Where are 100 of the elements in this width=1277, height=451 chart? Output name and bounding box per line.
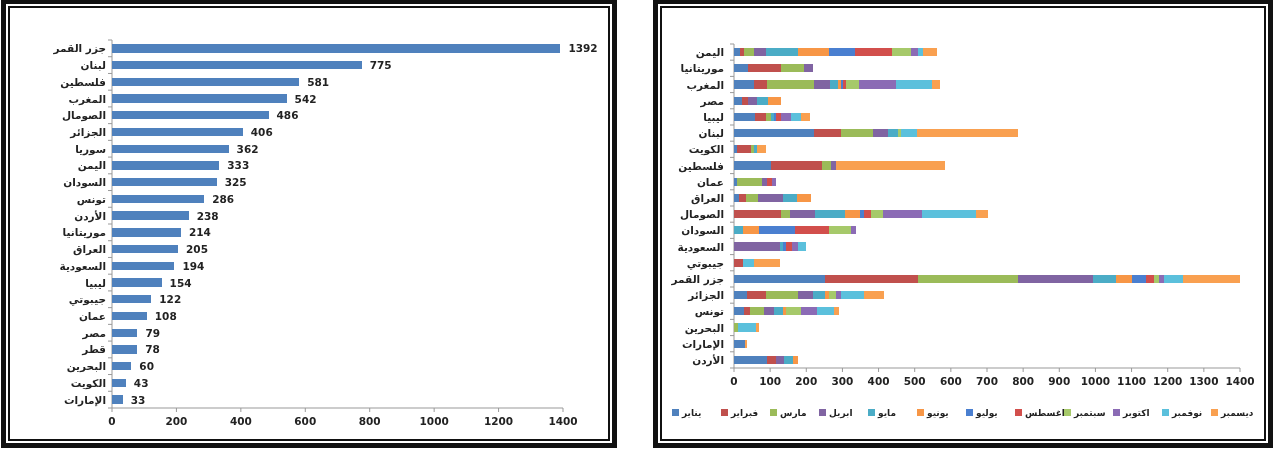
bar [737, 177, 763, 186]
bar [734, 291, 748, 300]
y-tick-label: السودان [681, 224, 724, 238]
bar [790, 112, 801, 121]
y-tick-label: تونس [694, 305, 725, 319]
bar [734, 258, 743, 267]
bar [922, 210, 977, 219]
y-tick-label: سوريا [75, 142, 106, 156]
bar [812, 291, 826, 300]
y-tick-label: مصر [699, 94, 724, 108]
bar [887, 129, 898, 138]
data-label: 60 [139, 360, 154, 373]
bar [836, 291, 841, 300]
x-tick-label: 600 [939, 375, 962, 387]
bar [112, 345, 138, 354]
bar [745, 193, 759, 202]
bar [922, 48, 938, 57]
legend-label: ابريل [829, 408, 853, 419]
y-tick-label: الأردن [74, 209, 106, 223]
bar [1164, 274, 1184, 283]
y-tick-label: المغرب [68, 92, 106, 106]
bar [112, 328, 138, 337]
y-tick-label: اليمن [77, 159, 106, 173]
bar [830, 80, 838, 89]
x-tick-label: 900 [1048, 375, 1071, 387]
bar [112, 94, 287, 103]
y-tick-label: لبنان [80, 59, 107, 72]
bar [1115, 274, 1132, 283]
bar [797, 242, 806, 251]
y-tick-label: العراق [691, 191, 724, 205]
bar [766, 355, 776, 364]
bar [845, 80, 859, 89]
bar [794, 226, 829, 235]
data-label: 205 [186, 243, 208, 256]
x-tick-label: 0 [730, 375, 738, 387]
y-tick-label: جيبوتي [68, 293, 106, 307]
y-tick-label: جيبوتي [686, 256, 724, 270]
bar [734, 96, 742, 105]
x-tick-label: 1300 [1189, 375, 1219, 387]
y-tick-label: الصومال [61, 109, 106, 123]
y-tick-label: جزر القمر [670, 272, 724, 286]
bar [112, 395, 123, 404]
bar [112, 127, 243, 137]
bar [792, 242, 798, 251]
legend-label: نوفمبر [1171, 408, 1203, 419]
bar [112, 111, 269, 120]
x-tick-label: 1200 [483, 415, 514, 427]
bar [858, 80, 896, 89]
bar [734, 80, 755, 89]
bar [779, 242, 784, 251]
bar [734, 145, 738, 154]
bar [737, 145, 752, 154]
bar [803, 64, 813, 73]
bar [917, 274, 1019, 283]
legend-label: اكتوبر [1122, 408, 1150, 419]
y-tick-label: الإمارات [63, 393, 106, 407]
bar [743, 48, 754, 57]
x-tick-label: 0 [108, 415, 116, 427]
bar [851, 226, 857, 235]
y-tick-label: الجزائر [69, 126, 106, 139]
bar [900, 129, 917, 138]
data-label: 154 [169, 276, 192, 289]
bar [817, 307, 835, 316]
bar [112, 362, 132, 371]
x-tick-label: 200 [165, 415, 188, 427]
y-tick-label: تونس [76, 192, 107, 206]
bar [753, 48, 767, 57]
y-tick-label: البحرين [66, 360, 106, 374]
y-tick-label: المغرب [686, 78, 724, 92]
bar [749, 307, 764, 316]
bar [829, 48, 856, 57]
bar [754, 258, 781, 267]
legend-label: فبراير [730, 408, 759, 419]
bar [895, 80, 933, 89]
bar [743, 307, 750, 316]
data-label: 108 [154, 310, 177, 322]
bar [789, 210, 815, 219]
bar [1131, 274, 1147, 283]
bar [112, 378, 126, 388]
bar [112, 278, 162, 287]
bar [742, 258, 755, 267]
bar [762, 177, 768, 186]
bar [112, 178, 217, 187]
bar [737, 323, 757, 332]
bar [821, 161, 832, 170]
data-label: 325 [224, 176, 247, 189]
y-tick-label: السعودية [677, 240, 724, 254]
bar [873, 129, 888, 138]
legend-label: سبتمبر [1073, 408, 1106, 419]
legend-label: ديسمبر [1220, 408, 1254, 419]
y-tick-label: عمان [78, 310, 106, 322]
bar [770, 161, 822, 170]
bar [836, 161, 946, 170]
data-label: 362 [236, 142, 259, 155]
y-tick-label: ليبيا [703, 110, 725, 123]
bar [864, 291, 884, 300]
y-tick-label: الكويت [688, 143, 724, 157]
bar [840, 291, 865, 300]
bar [860, 210, 864, 219]
bar [112, 60, 362, 70]
